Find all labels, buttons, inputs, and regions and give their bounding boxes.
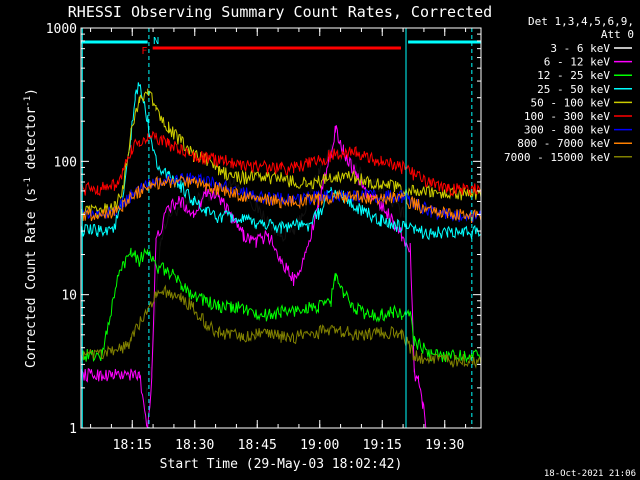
- x-tick-label: 19:15: [363, 438, 402, 453]
- legend-header-line1: Det 1,3,4,5,6,9,: [528, 15, 634, 28]
- y-axis-label-part2: detector: [24, 107, 39, 178]
- flag-label-f: F: [141, 46, 147, 57]
- legend-header-line2: Att 0: [601, 28, 634, 41]
- x-axis-ticks: 18:15 18:30 18:45 19:00 19:15 19:30: [90, 28, 467, 453]
- y-tick-label: 100: [54, 155, 77, 170]
- footer-timestamp: 18-Oct-2021 21:06: [544, 469, 636, 479]
- legend-label-4: 50 - 100 keV: [531, 96, 611, 109]
- legend-label-6: 300 - 800 keV: [524, 124, 610, 137]
- series-line-4: [81, 88, 481, 218]
- x-tick-label: 19:30: [425, 438, 464, 453]
- y-tick-label: 10: [61, 289, 77, 304]
- y-axis-ticks: 1 10 100 1000: [46, 22, 481, 437]
- y-axis-label-part1: Corrected Count Rate (s: [24, 188, 39, 368]
- legend-label-3: 25 - 50 keV: [537, 83, 610, 96]
- x-tick-label: 19:00: [300, 438, 339, 453]
- y-tick-label: 1000: [46, 22, 77, 37]
- flag-bars-group: FN: [81, 28, 481, 428]
- plot-series-group: [81, 82, 481, 428]
- legend-label-2: 12 - 25 keV: [537, 69, 610, 82]
- x-tick-label: 18:45: [238, 438, 277, 453]
- legend-label-5: 100 - 300 keV: [524, 110, 610, 123]
- chart-title: RHESSI Observing Summary Count Rates, Co…: [68, 3, 492, 21]
- series-line-0: [143, 144, 405, 420]
- series-line-7: [81, 175, 481, 224]
- flag-label-n: N: [153, 36, 159, 47]
- series-line-5: [81, 130, 481, 197]
- series-line-3: [81, 82, 481, 241]
- y-axis-label-sup1: -1: [23, 177, 33, 188]
- y-axis-label-part3: ): [24, 88, 39, 96]
- x-axis-label: Start Time (29-May-03 18:02:42): [160, 457, 403, 472]
- y-axis-label-sup2: -1: [23, 96, 33, 107]
- series-line-2: [81, 247, 481, 364]
- y-tick-label: 1: [69, 422, 77, 437]
- x-tick-label: 18:15: [113, 438, 152, 453]
- legend-label-0: 3 - 6 keV: [550, 42, 610, 55]
- legend-label-8: 7000 - 15000 keV: [504, 151, 610, 164]
- legend-label-1: 6 - 12 keV: [544, 56, 611, 69]
- y-axis-label: Corrected Count Rate (s-1 detector-1): [23, 88, 39, 368]
- x-tick-label: 18:30: [175, 438, 214, 453]
- legend-label-7: 800 - 7000 keV: [517, 137, 610, 150]
- plot-frame: [80, 27, 482, 429]
- series-line-8: [81, 284, 481, 369]
